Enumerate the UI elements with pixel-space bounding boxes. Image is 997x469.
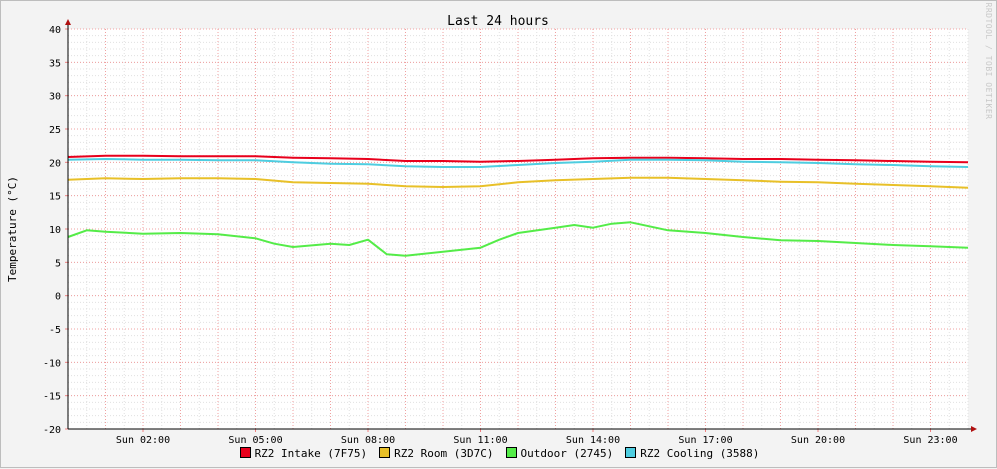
y-tick-label: 15 [49, 192, 61, 203]
legend-item-3: Outdoor (2745) [505, 447, 614, 460]
legend-label: RZ2 Intake (7F75) [254, 447, 368, 460]
y-tick-label: 20 [49, 158, 61, 169]
x-tick-label: Sun 11:00 [453, 435, 507, 446]
legend-swatch [505, 447, 517, 458]
y-tick-label: -5 [49, 325, 61, 336]
y-tick-label: 30 [49, 92, 61, 103]
series-lines [67, 154, 969, 257]
legend-swatch [239, 447, 251, 458]
x-axis-arrow [971, 426, 977, 432]
x-tick-label: Sun 02:00 [116, 435, 170, 446]
legend-item-2: RZ2 Room (3D7C) [379, 447, 494, 460]
legend: RZ2 Intake (7F75) RZ2 Room (3D7C) Outdoor … [1, 447, 997, 460]
legend-label: RZ2 Cooling (3588) [640, 447, 760, 460]
legend-swatch [379, 447, 391, 458]
chart-title: Last 24 hours [447, 14, 549, 29]
legend-item-1: RZ2 Intake (7F75) [239, 447, 368, 460]
y-tick-label: 0 [55, 292, 61, 303]
x-tick-label: Sun 23:00 [903, 435, 957, 446]
legend-label: Outdoor (2745) [520, 447, 614, 460]
y-axis-arrow [65, 19, 71, 25]
grid [67, 28, 969, 430]
y-tick-label: 35 [49, 58, 61, 69]
y-tick-label: -15 [43, 392, 61, 403]
series-line-3 [67, 221, 969, 257]
x-tick-labels: Sun 02:00 Sun 05:00 Sun 08:00 Sun 11:00 Sun … [116, 435, 958, 446]
legend-label: RZ2 Room (3D7C) [394, 447, 494, 460]
series-line-2 [67, 176, 969, 189]
y-tick-labels: 40 35 30 25 20 15 10 5 0 -5 -10 -15 -20 [43, 25, 61, 436]
axes [65, 19, 977, 432]
x-tick-label: Sun 17:00 [678, 435, 732, 446]
legend-item-4: RZ2 Cooling (3588) [625, 447, 759, 460]
y-tick-label: 25 [49, 125, 61, 136]
series-line-4 [67, 158, 969, 168]
watermark: RRDTOOL / TOBI OETIKER [984, 3, 993, 120]
x-tick-label: Sun 05:00 [228, 435, 282, 446]
x-tick-label: Sun 20:00 [791, 435, 845, 446]
y-axis-label: Temperature (°C) [6, 176, 19, 282]
y-tick-label: -20 [43, 425, 61, 436]
y-tick-label: -10 [43, 358, 61, 369]
y-tick-label: 40 [49, 25, 61, 36]
series-line-1 [67, 154, 969, 164]
x-tick-label: Sun 14:00 [566, 435, 620, 446]
legend-swatch [625, 447, 637, 458]
x-tick-label: Sun 08:00 [341, 435, 395, 446]
y-tick-label: 5 [55, 258, 61, 269]
y-tick-label: 10 [49, 225, 61, 236]
